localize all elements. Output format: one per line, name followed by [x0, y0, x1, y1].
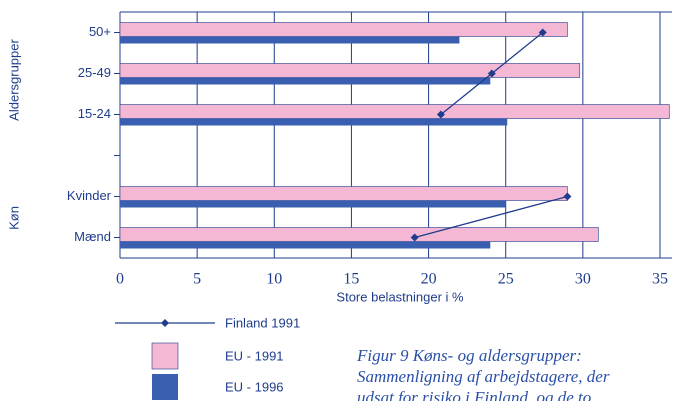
y-tick-label: 50+ — [89, 24, 111, 39]
x-tick-label: 30 — [575, 271, 591, 288]
x-tick-label: 10 — [266, 271, 282, 288]
marker — [487, 69, 496, 78]
caption: udsat for risiko i Finland, og de to — [357, 388, 591, 401]
line — [414, 195, 568, 239]
x-tick-label: 5 — [193, 271, 201, 288]
legend-swatch — [151, 342, 179, 370]
x-tick-label: 25 — [498, 271, 514, 288]
x-tick-label: 20 — [421, 271, 437, 288]
caption: Sammenligning af arbejdstagere, der — [357, 367, 610, 386]
marker — [563, 192, 572, 201]
bar — [120, 241, 491, 249]
legend-swatch — [152, 374, 178, 400]
bar — [119, 22, 568, 37]
bar — [120, 77, 491, 85]
x-tick-label: 0 — [116, 271, 124, 288]
bar — [119, 186, 568, 201]
marker — [538, 28, 547, 37]
x-axis-label: Store belastninger i % — [336, 289, 464, 304]
bar — [120, 118, 508, 126]
bar — [120, 36, 460, 44]
bar — [120, 200, 506, 208]
bar — [119, 104, 670, 119]
y-tick-label: 15-24 — [78, 106, 111, 121]
marker — [436, 110, 445, 119]
y-tick-label: Mænd — [74, 229, 111, 244]
group-label: Aldersgrupper — [6, 39, 21, 121]
bar — [119, 63, 581, 78]
marker — [410, 233, 419, 242]
legend-label: Finland 1991 — [225, 315, 300, 330]
group-label: Køn — [6, 206, 21, 230]
x-tick-label: 35 — [652, 271, 668, 288]
legend-label: EU - 1991 — [225, 348, 284, 363]
x-tick-label: 15 — [343, 271, 359, 288]
legend-label: EU - 1996 — [225, 379, 284, 394]
caption: Figur 9 Køns- og aldersgrupper: — [356, 346, 582, 365]
legend-marker — [161, 319, 169, 327]
y-tick-label: 25-49 — [78, 65, 111, 80]
bar — [119, 227, 599, 242]
y-tick-label: Kvinder — [67, 188, 112, 203]
